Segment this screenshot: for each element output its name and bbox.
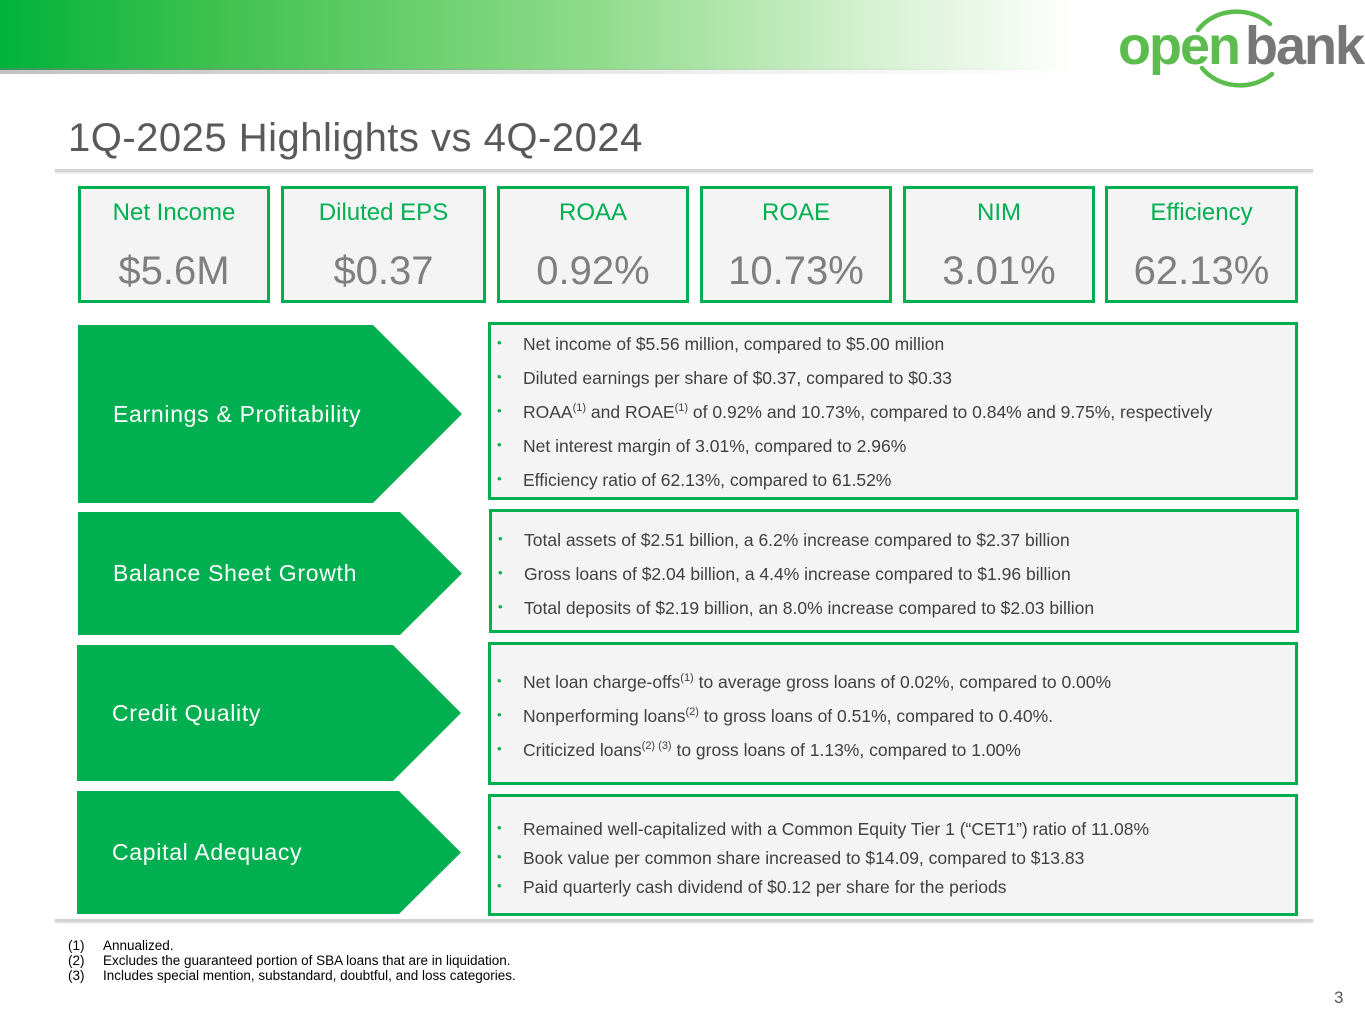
- bullet-dot: •: [497, 878, 502, 893]
- bullet-text-segment: Nonperforming loans: [523, 706, 686, 726]
- bullet-dot: •: [498, 565, 503, 580]
- earnings-details-panel: • Net income of $5.56 million, compared …: [488, 322, 1298, 500]
- chevron-arrow-shape: [78, 325, 462, 503]
- bullet-dot: •: [497, 437, 502, 452]
- kpi-card-efficiency: Efficiency 62.13%: [1105, 186, 1298, 303]
- bullet-dot: •: [498, 531, 503, 546]
- kpi-label: ROAE: [761, 199, 830, 226]
- bullet-text-segment: of 0.92% and 10.73%, compared to 0.84% a…: [688, 402, 1213, 422]
- bullet-dot: •: [497, 741, 502, 756]
- footnote-text: Annualized.: [103, 938, 174, 953]
- kpi-label: Diluted EPS: [318, 199, 449, 226]
- capital-adequacy-details-panel: • Remained well-capitalized with a Commo…: [488, 794, 1298, 916]
- footnote-number: (1): [68, 938, 85, 953]
- bullet-text: ROAA(1) and ROAE(1) of 0.92% and 10.73%,…: [523, 402, 1212, 423]
- footer-divider: [55, 919, 1313, 922]
- bullet-text-segment: to average gross loans of 0.02%, compare…: [693, 672, 1112, 692]
- bullet-text: Book value per common share increased to…: [523, 848, 1085, 868]
- bullet-text: Gross loans of $2.04 billion, a 4.4% inc…: [524, 564, 1071, 584]
- section-arrow-balance-sheet: Balance Sheet Growth: [78, 512, 462, 635]
- bullet-dot: •: [497, 849, 502, 864]
- bullet-text-segment: Criticized loans: [523, 740, 642, 760]
- balance-sheet-details-panel: • Total assets of $2.51 billion, a 6.2% …: [489, 509, 1299, 633]
- kpi-label: ROAA: [558, 199, 627, 226]
- title-divider: [55, 169, 1313, 172]
- bullet-text-segment: to gross loans of 1.13%, compared to 1.0…: [671, 740, 1021, 760]
- bullet-dot: •: [497, 403, 502, 418]
- section-arrow-credit-quality: Credit Quality: [77, 645, 461, 781]
- section-label: Capital Adequacy: [112, 839, 303, 865]
- openbank-logo: open bank: [1112, 4, 1365, 96]
- kpi-label: Efficiency: [1150, 199, 1253, 226]
- footnote-ref: (2) (3): [641, 740, 672, 752]
- bullet-dot: •: [497, 820, 502, 835]
- bullet-text: Total assets of $2.51 billion, a 6.2% in…: [524, 530, 1070, 550]
- kpi-value: $5.6M: [118, 249, 230, 293]
- kpi-value: 0.92%: [536, 249, 650, 293]
- footnote-number: (2): [68, 953, 85, 968]
- kpi-label: Net Income: [112, 199, 236, 226]
- bullet-text: Nonperforming loans(2) to gross loans of…: [523, 706, 1053, 727]
- logo-word-bank: bank: [1245, 16, 1365, 76]
- logo-swoosh-icon: [1195, 9, 1275, 88]
- bullet-text: Net interest margin of 3.01%, compared t…: [523, 436, 907, 456]
- footnote-ref: (2): [685, 706, 699, 718]
- bullet-dot: •: [498, 599, 503, 614]
- footnote-text: Includes special mention, substandard, d…: [103, 968, 516, 983]
- footnote-ref: (1): [572, 402, 587, 414]
- kpi-value: 3.01%: [942, 249, 1056, 293]
- header-banner-shadow: [0, 68, 1080, 74]
- chevron-arrow-shape: [78, 512, 462, 635]
- bullet-text: Efficiency ratio of 62.13%, compared to …: [523, 470, 892, 490]
- bullet-text: Diluted earnings per share of $0.37, com…: [523, 368, 953, 388]
- bullet-dot: •: [497, 335, 502, 350]
- logo-word-open: open: [1118, 16, 1241, 76]
- chevron-arrow-shape: [77, 791, 461, 914]
- logo-wordmark: open bank: [1118, 16, 1365, 76]
- header-gradient-banner: [0, 0, 1080, 70]
- footnote-ref: (1): [680, 672, 694, 684]
- bullet-text: Remained well-capitalized with a Common …: [523, 819, 1150, 839]
- footnote-ref: (1): [674, 402, 689, 414]
- page-title: 1Q-2025 Highlights vs 4Q-2024: [68, 116, 643, 160]
- bullet-text-segment: and ROAE: [586, 402, 675, 422]
- page-number: 3: [1334, 988, 1344, 1007]
- bullet-dot: •: [497, 471, 502, 486]
- bullet-text: Total deposits of $2.19 billion, an 8.0%…: [524, 598, 1095, 618]
- bullet-text: Net income of $5.56 million, compared to…: [523, 334, 945, 354]
- kpi-card-nim: NIM 3.01%: [903, 186, 1095, 303]
- bullet-dot: •: [497, 707, 502, 722]
- chevron-arrow-shape: [77, 645, 461, 781]
- bullet-text: Criticized loans(2) (3) to gross loans o…: [523, 740, 1021, 761]
- section-label: Balance Sheet Growth: [113, 560, 358, 586]
- section-label: Credit Quality: [112, 700, 262, 726]
- footnote-text: Excludes the guaranteed portion of SBA l…: [103, 953, 511, 968]
- credit-quality-details-panel: • Net loan charge-offs(1) to average gro…: [488, 642, 1298, 785]
- bullet-dot: •: [497, 369, 502, 384]
- kpi-value: 62.13%: [1133, 249, 1270, 293]
- section-arrow-capital-adequacy: Capital Adequacy: [77, 791, 461, 914]
- bullet-text: Net loan charge-offs(1) to average gross…: [523, 672, 1111, 693]
- kpi-value: $0.37: [333, 249, 434, 293]
- bullet-text: Paid quarterly cash dividend of $0.12 pe…: [523, 877, 1007, 897]
- kpi-label: NIM: [977, 199, 1021, 226]
- kpi-value: 10.73%: [728, 249, 864, 293]
- bullet-text-segment: to gross loans of 0.51%, compared to 0.4…: [698, 706, 1053, 726]
- kpi-card-roaa: ROAA 0.92%: [497, 186, 689, 303]
- kpi-card-diluted-eps: Diluted EPS $0.37: [281, 186, 486, 303]
- bullet-text-segment: ROAA: [523, 402, 573, 422]
- kpi-card-net-income: Net Income $5.6M: [78, 186, 270, 303]
- bullet-dot: •: [497, 673, 502, 688]
- section-arrow-earnings: Earnings & Profitability: [78, 325, 462, 503]
- bullet-text-segment: Net loan charge-offs: [523, 672, 681, 692]
- kpi-card-roae: ROAE 10.73%: [700, 186, 892, 303]
- footnote-number: (3): [68, 968, 85, 983]
- section-label: Earnings & Profitability: [113, 401, 362, 427]
